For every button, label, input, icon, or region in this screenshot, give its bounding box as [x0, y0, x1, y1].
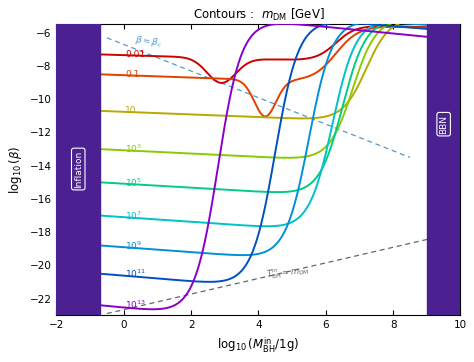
- Title: Contours :  $m_{\rm DM}$ [GeV]: Contours : $m_{\rm DM}$ [GeV]: [192, 7, 324, 23]
- Text: $10^9$: $10^9$: [126, 239, 143, 252]
- Text: $T_{\rm BH}^{\rm in} \approx m_{\rm DM}$: $T_{\rm BH}^{\rm in} \approx m_{\rm DM}$: [265, 263, 310, 282]
- Y-axis label: $\log_{10}(\beta)$: $\log_{10}(\beta)$: [7, 146, 24, 194]
- Bar: [56, 25, 100, 315]
- Text: $10^3$: $10^3$: [126, 143, 142, 155]
- Text: $10^5$: $10^5$: [126, 176, 142, 189]
- Text: $\beta \approx \beta_c$: $\beta \approx \beta_c$: [134, 33, 164, 50]
- Text: 10: 10: [126, 106, 137, 115]
- Text: $10^{13}$: $10^{13}$: [126, 299, 146, 311]
- Text: 0.01: 0.01: [126, 50, 146, 59]
- Bar: [427, 25, 461, 315]
- Text: Inflation: Inflation: [74, 151, 83, 188]
- Text: 0.1: 0.1: [126, 70, 140, 79]
- Text: $10^{11}$: $10^{11}$: [126, 268, 146, 280]
- Text: $10^7$: $10^7$: [126, 209, 143, 222]
- Text: BBN: BBN: [439, 115, 448, 134]
- X-axis label: $\log_{10}(M_{\rm BH}^{\rm in}/1{\rm g})$: $\log_{10}(M_{\rm BH}^{\rm in}/1{\rm g})…: [218, 336, 300, 355]
